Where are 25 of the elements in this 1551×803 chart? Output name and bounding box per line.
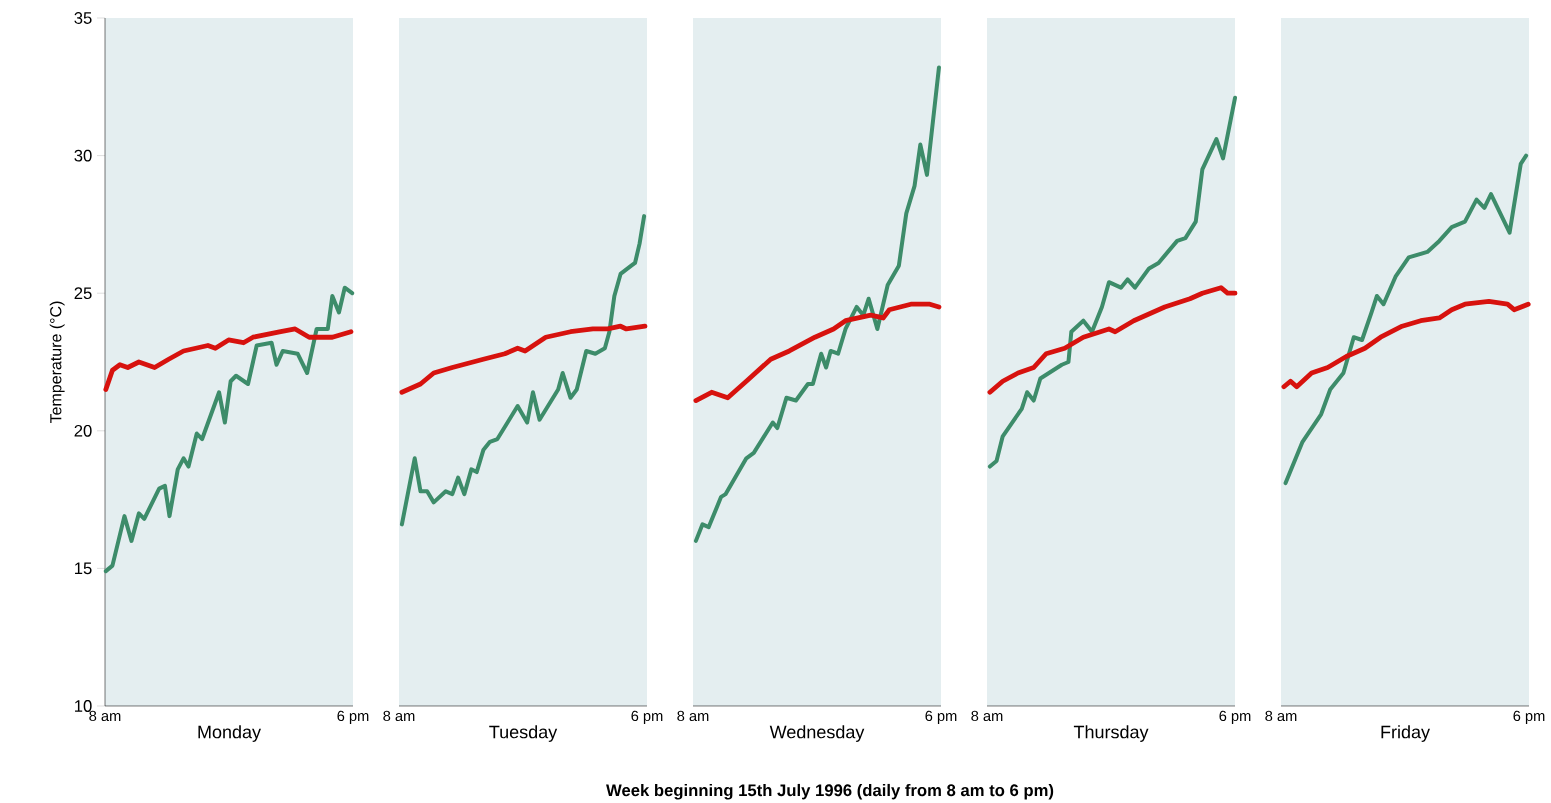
y-tick-label: 15 — [75, 562, 92, 575]
x-tick-label: 6 pm — [337, 710, 369, 724]
y-axis-title: Temperature (°C) — [49, 301, 65, 424]
x-tick-label: 6 pm — [1219, 710, 1251, 724]
y-tick-label: 25 — [74, 287, 92, 300]
x-axis-title: Friday — [1381, 725, 1430, 742]
x-tick-label: 8 am — [971, 710, 1003, 722]
x-tick-label: 8 am — [1265, 710, 1297, 722]
line-series — [103, 326, 354, 392]
y-tick-label: 20 — [74, 424, 92, 437]
y-tick-label: 30 — [74, 149, 92, 162]
x-tick-label: 8 am — [383, 710, 415, 722]
y-tick-label: 35 — [74, 12, 92, 24]
line-series — [103, 285, 355, 574]
x-tick-label: 6 pm — [925, 710, 957, 724]
x-tick-label: 8 am — [89, 710, 121, 722]
x-axis-title: Tuesday — [489, 725, 558, 742]
x-tick-label: 6 pm — [631, 710, 663, 724]
y-tick-label: 10 — [75, 700, 92, 712]
x-tick-label: 8 am — [677, 710, 709, 722]
x-axis-title: Wednesday — [769, 725, 865, 742]
x-tick-label: 6 pm — [1513, 710, 1545, 724]
x-axis-title: Thursday — [1073, 725, 1149, 742]
x-axis-title: Monday — [198, 725, 261, 742]
text: Week beginning 15th July 1996 (daily from 8 am to 6 pm) — [606, 783, 1054, 800]
